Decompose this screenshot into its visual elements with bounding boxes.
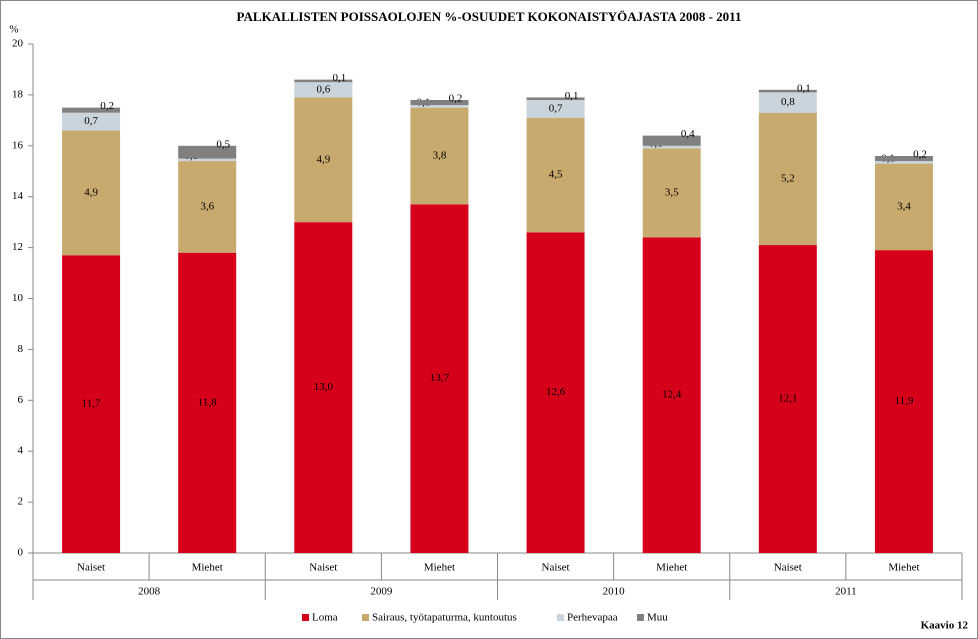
value-label: 5,2 [781, 172, 795, 184]
bar-segment [62, 255, 121, 554]
bar-segment [294, 79, 353, 83]
bar-segment [526, 99, 585, 118]
y-tick-label: 2 [18, 496, 24, 508]
value-label: 4,9 [84, 186, 98, 198]
x-tick-label: Naiset [309, 562, 337, 574]
y-tick-label: 8 [18, 343, 24, 355]
value-label: 0,2 [449, 93, 463, 105]
bar-segment [874, 161, 933, 164]
y-axis-label: % [9, 24, 18, 36]
value-label: 0,5 [216, 138, 230, 150]
value-label: 3,4 [897, 200, 911, 212]
x-tick-label: Miehet [424, 562, 455, 574]
bar-segment [294, 82, 353, 98]
bar-segment [410, 107, 469, 205]
value-label: 12,6 [546, 386, 566, 398]
value-label: 3,8 [433, 150, 447, 162]
value-label: 11,7 [82, 398, 101, 410]
value-label: 13,0 [314, 381, 334, 393]
value-label: 11,9 [895, 395, 914, 407]
value-label: 13,7 [430, 372, 450, 384]
group-label: 2008 [138, 586, 161, 598]
bar-segment [642, 148, 701, 238]
value-label: 3,6 [200, 200, 214, 212]
chart-title: PALKALLISTEN POISSAOLOJEN %-OSUUDET KOKO… [237, 9, 742, 24]
bar-segment [874, 250, 933, 553]
legend-label: Muu [647, 612, 668, 624]
value-label: 0,4 [681, 128, 695, 140]
value-label: 0,8 [781, 96, 795, 108]
value-label: 3,5 [665, 186, 679, 198]
bar-segment [178, 158, 237, 162]
y-tick-label: 20 [12, 38, 24, 50]
y-tick-label: 16 [12, 139, 24, 151]
footer: Kaavio 12 [921, 620, 969, 632]
x-tick-label: Naiset [77, 562, 105, 574]
group-label: 2009 [370, 586, 393, 598]
value-label: 0,7 [549, 102, 563, 114]
y-tick-label: 12 [12, 241, 23, 253]
y-tick-label: 10 [12, 292, 24, 304]
x-tick-label: Miehet [192, 562, 223, 574]
bar-segment [294, 97, 353, 223]
legend-swatch [637, 614, 644, 621]
y-tick-label: 14 [12, 190, 24, 202]
y-tick-label: 0 [18, 547, 24, 559]
value-label: 4,9 [316, 153, 330, 165]
value-label: 0,1 [332, 72, 346, 84]
bar-segment [642, 135, 701, 146]
legend-swatch [557, 614, 564, 621]
bar-segment [874, 163, 933, 251]
value-label: 4,5 [549, 169, 563, 181]
value-label: 12,4 [662, 389, 682, 401]
bar-segment [410, 99, 469, 106]
bar-segment [874, 155, 933, 162]
bar-segment [178, 252, 237, 553]
bar-segment [642, 145, 701, 149]
legend-label: Perhevapaa [567, 612, 618, 624]
group-label: 2010 [603, 586, 626, 598]
value-label: 0,2 [913, 149, 927, 161]
legend-swatch [362, 614, 369, 621]
y-tick-label: 4 [18, 445, 24, 457]
value-label: 11,8 [198, 396, 217, 408]
legend-swatch [302, 614, 309, 621]
bar-segment [758, 112, 817, 246]
bar-segment [178, 161, 237, 253]
value-label: 12,1 [778, 393, 797, 405]
value-label: 0,7 [84, 115, 98, 127]
value-label: 0,1 [797, 82, 811, 94]
bar-segment [758, 92, 817, 113]
group-label: 2011 [835, 586, 857, 598]
bar-segment [758, 245, 817, 553]
bar-segment [178, 145, 237, 159]
legend-label: Loma [312, 612, 338, 624]
x-tick-label: Naiset [542, 562, 570, 574]
bar-segment [62, 130, 121, 256]
bar-segment [526, 117, 585, 233]
bar-segment [758, 89, 817, 93]
x-tick-label: Miehet [656, 562, 687, 574]
value-label: 0,6 [316, 83, 330, 95]
y-tick-label: 6 [18, 394, 24, 406]
bar-segment [410, 105, 469, 108]
bar-segment [62, 107, 121, 113]
value-label: 0,2 [100, 100, 114, 112]
legend-label: Sairaus, työtapaturma, kuntoutus [372, 612, 517, 624]
bar-segment [526, 232, 585, 553]
bar-segment [526, 97, 585, 100]
bar-segment [410, 204, 469, 553]
x-tick-label: Miehet [888, 562, 919, 574]
bar-segment [62, 112, 121, 131]
bar-segment [642, 237, 701, 554]
x-tick-label: Naiset [774, 562, 802, 574]
y-tick-label: 18 [12, 88, 24, 100]
value-label: 0,1 [565, 90, 579, 102]
bar-segment [294, 222, 353, 553]
